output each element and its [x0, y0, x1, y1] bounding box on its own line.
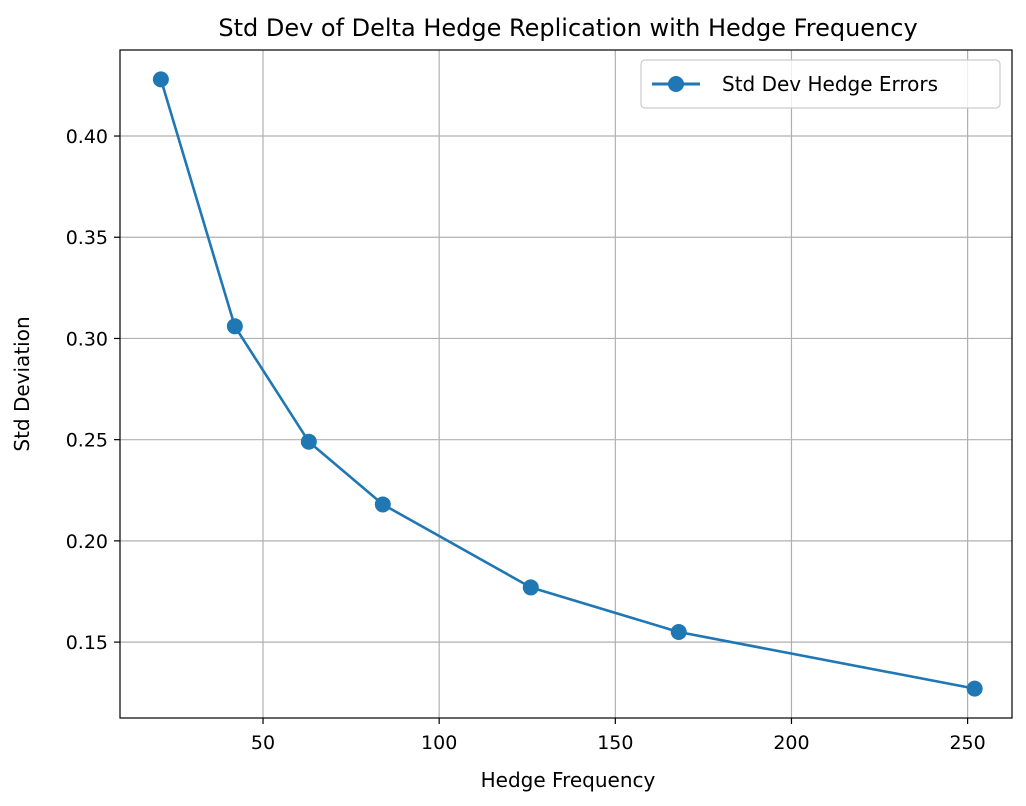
plot-area: [119, 49, 1013, 719]
y-tick-label: 0.20: [66, 531, 108, 553]
legend-marker: [668, 76, 684, 92]
data-point: [226, 318, 243, 335]
legend-entry-label: Std Dev Hedge Errors: [722, 72, 938, 96]
y-tick-label: 0.35: [66, 227, 108, 249]
x-tick-label: 50: [251, 732, 275, 754]
legend: Std Dev Hedge Errors: [640, 59, 1001, 109]
x-tick-label: 200: [773, 732, 809, 754]
y-tick-label: 0.25: [66, 430, 108, 452]
y-tick-label: 0.30: [66, 328, 108, 350]
data-point: [300, 433, 317, 450]
data-point: [152, 71, 169, 88]
data-point: [966, 680, 983, 697]
grid: [120, 50, 1012, 718]
x-axis-label: Hedge Frequency: [481, 768, 656, 792]
axis-ticks: 50 100 150 200 250 0.15 0.20 0.25 0.30 0.35 0.40: [66, 126, 986, 754]
y-tick-label: 0.40: [66, 126, 108, 148]
x-tick-label: 100: [421, 732, 457, 754]
x-tick-label: 250: [949, 732, 985, 754]
series-layer: [152, 71, 983, 697]
data-point: [374, 496, 391, 513]
x-tick-label: 150: [597, 732, 633, 754]
legend-box: [640, 59, 1001, 109]
data-point: [522, 579, 539, 596]
y-tick-label: 0.15: [66, 632, 108, 654]
data-point: [670, 623, 687, 640]
chart-title: Std Dev of Delta Hedge Replication with …: [218, 14, 917, 42]
y-axis-label: Std Deviation: [10, 316, 34, 451]
